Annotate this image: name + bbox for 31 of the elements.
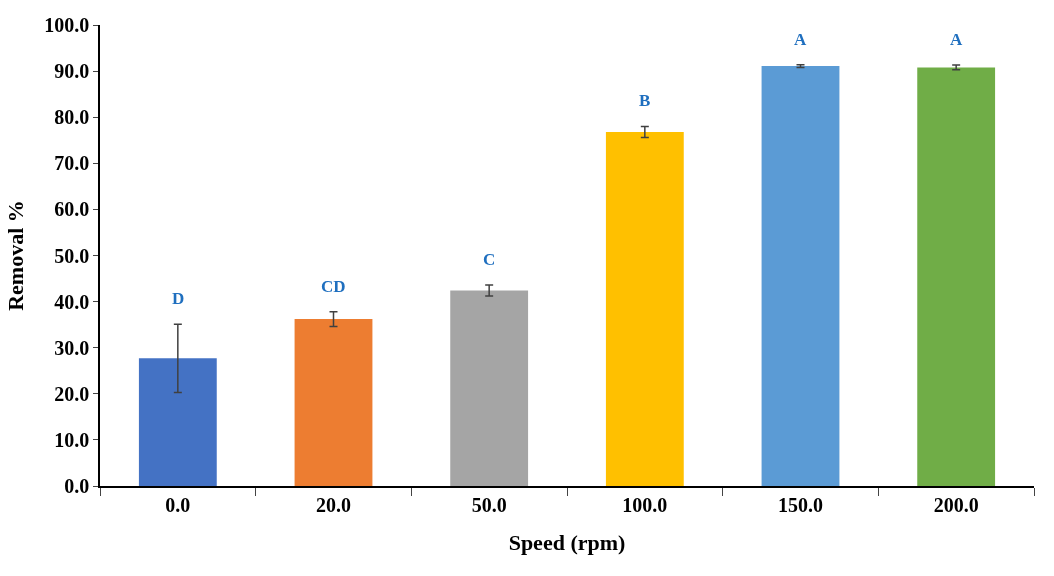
bar bbox=[605, 131, 684, 486]
bar bbox=[138, 358, 217, 486]
y-tick-label: 20.0 bbox=[54, 382, 90, 405]
y-tick-label: 0.0 bbox=[64, 475, 90, 497]
x-tick-label: 0.0 bbox=[165, 493, 191, 516]
bar bbox=[450, 290, 529, 486]
y-tick-label: 80.0 bbox=[54, 106, 90, 129]
annotation: C bbox=[483, 250, 496, 269]
annotation: B bbox=[639, 91, 651, 110]
y-tick-label: 10.0 bbox=[54, 428, 90, 451]
y-tick-label: 70.0 bbox=[54, 152, 90, 175]
x-tick-label: 50.0 bbox=[471, 493, 507, 516]
y-tick-label: 60.0 bbox=[54, 198, 90, 221]
y-axis-title: Removal % bbox=[2, 200, 28, 311]
y-tick-label: 50.0 bbox=[54, 244, 90, 267]
annotation: D bbox=[172, 289, 185, 308]
y-tick-label: 30.0 bbox=[54, 336, 90, 359]
bar bbox=[761, 66, 840, 486]
x-tick-label: 150.0 bbox=[778, 493, 823, 516]
x-tick-label: 200.0 bbox=[933, 493, 979, 516]
bar bbox=[917, 67, 996, 486]
annotation: CD bbox=[321, 277, 346, 296]
bar bbox=[294, 319, 373, 486]
y-tick-label: 90.0 bbox=[54, 60, 90, 83]
annotation: A bbox=[794, 30, 807, 49]
x-axis-title: Speed (rpm) bbox=[508, 530, 626, 556]
x-tick-label: 100.0 bbox=[622, 493, 668, 516]
y-tick-label: 100.0 bbox=[44, 14, 90, 36]
x-tick-label: 20.0 bbox=[316, 493, 351, 516]
annotation: A bbox=[950, 30, 963, 49]
y-tick-label: 40.0 bbox=[54, 290, 90, 313]
